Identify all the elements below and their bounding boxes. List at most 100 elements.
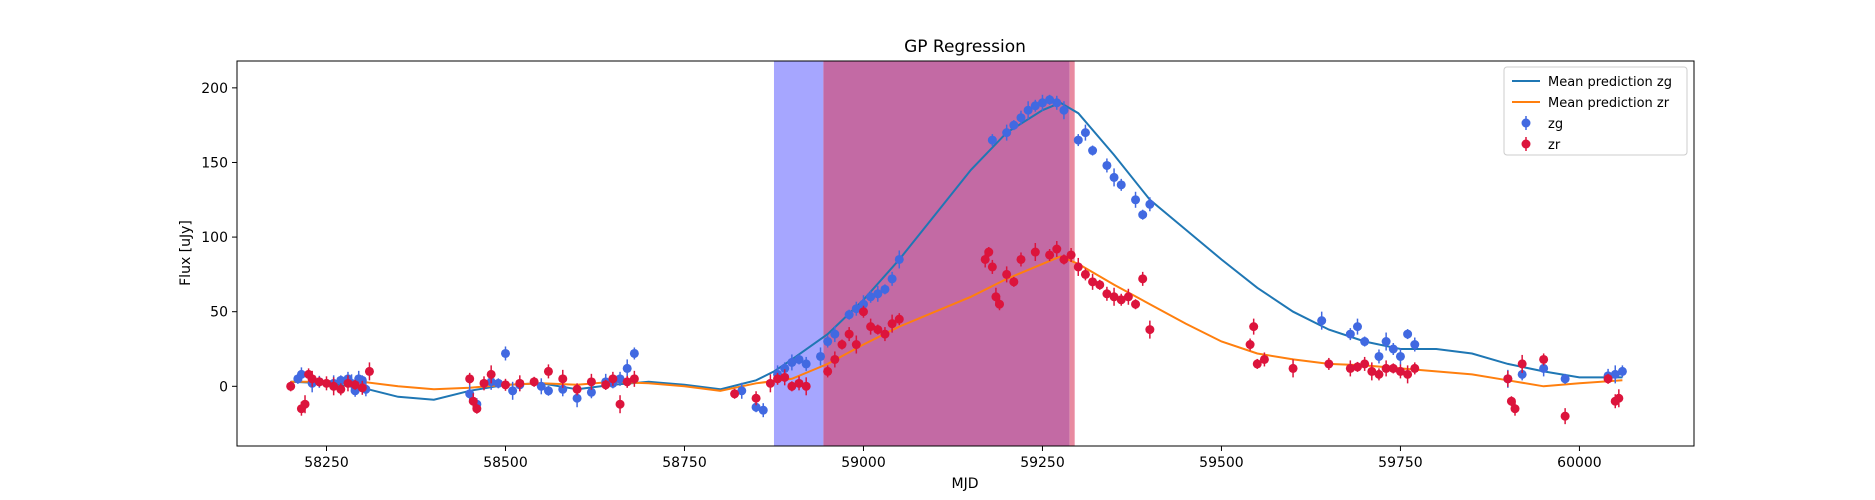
point-zg xyxy=(823,337,833,347)
point-zr xyxy=(500,380,510,390)
point-zr xyxy=(980,254,990,264)
point-zr xyxy=(1360,359,1370,369)
point-zr xyxy=(622,377,632,387)
point-zr xyxy=(984,247,994,257)
point-zg xyxy=(794,354,804,364)
point-zr xyxy=(1102,289,1112,299)
point-zr xyxy=(858,307,868,317)
point-zr xyxy=(1073,262,1083,272)
point-zg xyxy=(1073,135,1083,145)
legend-label: zr xyxy=(1548,138,1561,153)
point-zr xyxy=(1002,269,1012,279)
point-zr xyxy=(1403,369,1413,379)
x-tick-label: 58500 xyxy=(483,455,528,471)
point-zr xyxy=(486,369,496,379)
point-zr xyxy=(1345,363,1355,373)
point-zg xyxy=(1395,351,1405,361)
point-zr xyxy=(1145,325,1155,335)
point-zr xyxy=(1009,277,1019,287)
point-zr xyxy=(1088,277,1098,287)
point-zr xyxy=(350,380,360,390)
point-zr xyxy=(1030,247,1040,257)
point-zr xyxy=(1395,366,1405,376)
point-zr xyxy=(515,378,525,388)
point-zg xyxy=(1403,329,1413,339)
point-zr xyxy=(1138,274,1148,284)
point-zr xyxy=(629,374,639,384)
x-tick-label: 58750 xyxy=(662,455,707,471)
legend-box xyxy=(1503,66,1688,156)
point-zg xyxy=(1002,128,1012,138)
point-zr xyxy=(1381,363,1391,373)
point-zr xyxy=(314,377,324,387)
point-zg xyxy=(737,386,747,396)
point-zr xyxy=(586,377,596,387)
point-zr xyxy=(1249,322,1259,332)
point-zr xyxy=(608,374,618,384)
y-tick-label: 150 xyxy=(201,155,228,171)
point-zg xyxy=(508,386,518,396)
point-zr xyxy=(343,378,353,388)
point-zr xyxy=(479,378,489,388)
point-zr xyxy=(1352,362,1362,372)
x-axis-label: MJD xyxy=(952,476,979,492)
point-zr xyxy=(1506,396,1516,406)
point-zr xyxy=(1123,292,1133,302)
point-zg xyxy=(1610,369,1620,379)
x-tick-label: 60000 xyxy=(1557,455,1602,471)
point-zr xyxy=(787,381,797,391)
legend-label: Mean prediction zg xyxy=(1548,75,1672,90)
point-zr xyxy=(1259,354,1269,364)
point-zg xyxy=(751,402,761,412)
point-zr xyxy=(1045,250,1055,260)
point-zr xyxy=(1131,299,1141,309)
point-zg xyxy=(1059,105,1069,115)
point-zr xyxy=(801,381,811,391)
point-zg xyxy=(500,348,510,358)
y-tick-label: 0 xyxy=(219,379,228,395)
point-zg xyxy=(1360,337,1370,347)
point-zg xyxy=(1560,374,1570,384)
point-zr xyxy=(543,366,553,376)
point-zg xyxy=(629,348,639,358)
point-zr xyxy=(558,374,568,384)
point-zr xyxy=(615,399,625,409)
highlight-span-1 xyxy=(823,61,1070,446)
point-zr xyxy=(1288,363,1298,373)
point-zr xyxy=(794,378,804,388)
point-zr xyxy=(1245,340,1255,350)
point-zr xyxy=(572,384,582,394)
point-zr xyxy=(1388,363,1398,373)
point-zr xyxy=(894,314,904,324)
y-axis-label: Flux [uJy] xyxy=(178,220,194,286)
point-zg xyxy=(615,374,625,384)
point-zg xyxy=(572,393,582,403)
point-zr xyxy=(364,366,374,376)
observation-points xyxy=(286,94,1627,425)
point-zg xyxy=(1045,95,1055,105)
point-zg xyxy=(880,284,890,294)
point-zg xyxy=(1037,98,1047,108)
y-tick-label: 200 xyxy=(201,81,228,97)
point-zr xyxy=(472,404,482,414)
point-zg xyxy=(336,375,346,385)
point-zr xyxy=(866,322,876,332)
point-zr xyxy=(1059,254,1069,264)
point-zr xyxy=(336,384,346,394)
legend-label: zg xyxy=(1548,117,1563,132)
point-zr xyxy=(1252,359,1262,369)
point-zr xyxy=(321,378,331,388)
point-zg xyxy=(1345,329,1355,339)
point-zg xyxy=(296,369,306,379)
point-zg xyxy=(816,351,826,361)
point-zr xyxy=(1374,369,1384,379)
point-zg xyxy=(1539,363,1549,373)
point-zr xyxy=(844,329,854,339)
point-zr xyxy=(851,340,861,350)
legend: Mean prediction zg Mean prediction zr zg zr xyxy=(1503,66,1688,156)
point-zr xyxy=(837,340,847,350)
point-zr xyxy=(773,374,783,384)
point-zr xyxy=(751,393,761,403)
point-zr xyxy=(300,399,310,409)
point-zg xyxy=(1052,98,1062,108)
